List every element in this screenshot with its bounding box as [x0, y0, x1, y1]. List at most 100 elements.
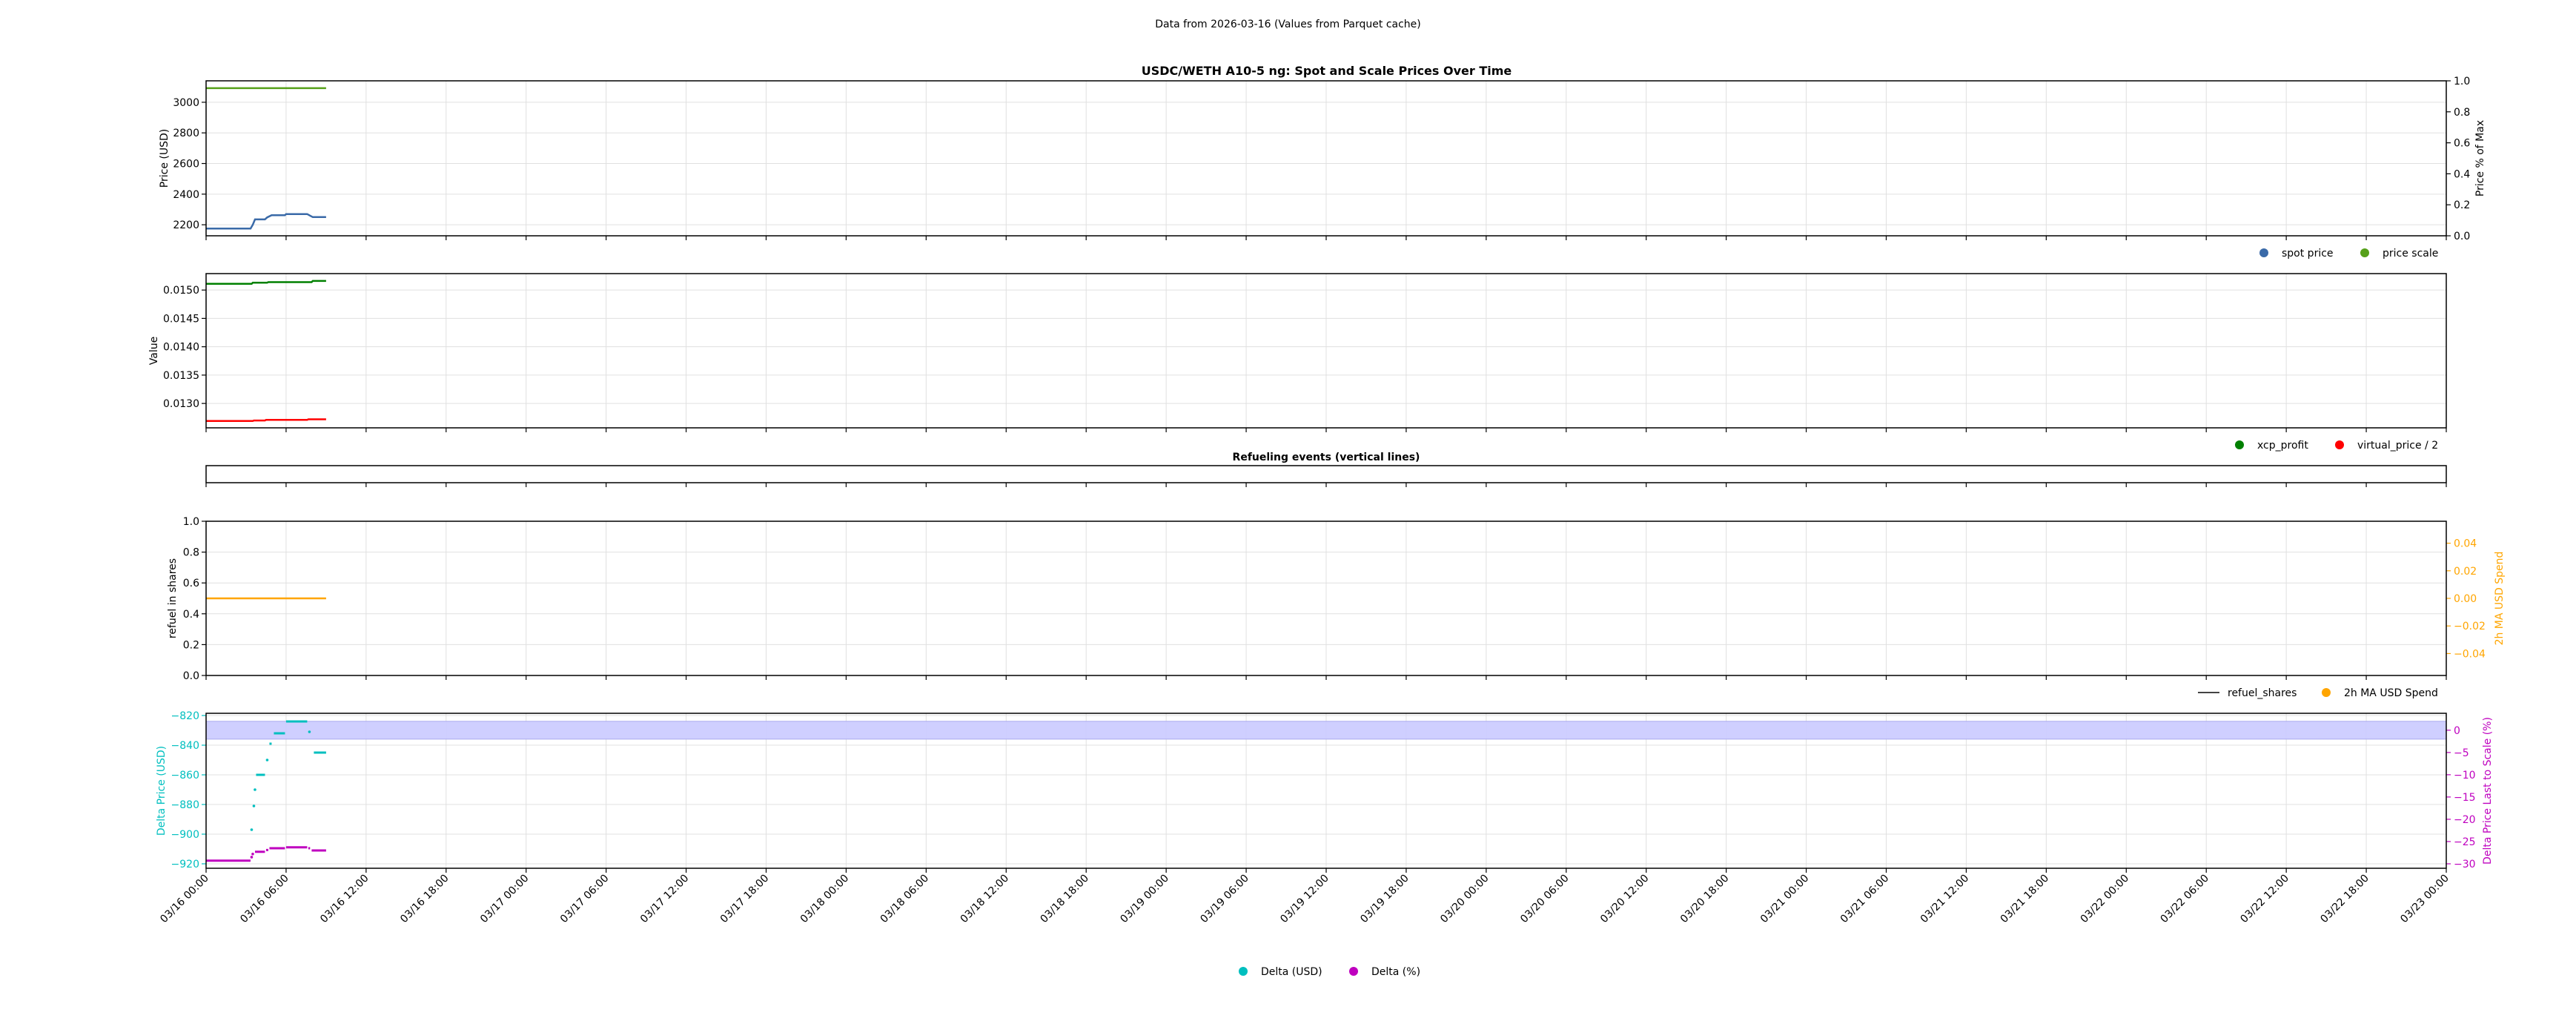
- panel-5: [202, 713, 2451, 873]
- y-tick-label: 2800: [173, 128, 199, 139]
- x-tick-label: 03/18 06:00: [878, 873, 932, 926]
- legend-label: xcp_profit: [2257, 440, 2308, 452]
- y-tick-label: 0.6: [183, 578, 199, 589]
- y-tick-label: −880: [171, 799, 199, 811]
- x-tick-label: 03/18 12:00: [958, 873, 1012, 926]
- legend-virtual-price: virtual_price / 2: [2335, 440, 2438, 452]
- axes-frame: [205, 273, 2447, 429]
- y-right-tick-label: −5: [2454, 747, 2469, 759]
- legend-price-scale: price scale: [2360, 248, 2438, 260]
- series-delta-usd--point: [254, 788, 256, 791]
- legend-refuel-shares: refuel_shares: [2198, 687, 2297, 699]
- y-axis-label: Delta Price (USD): [156, 746, 168, 836]
- series-delta-usd--point: [250, 828, 254, 831]
- y-right-tick-label: −25: [2454, 836, 2476, 848]
- y-tick-label: 0.0130: [163, 398, 199, 410]
- series-delta-usd--point: [252, 804, 256, 807]
- y-tick-label: 2400: [173, 189, 199, 201]
- y-right-tick-label: 0.4: [2454, 168, 2470, 180]
- series-delta-usd--point: [265, 759, 269, 761]
- x-tick-label: 03/19 12:00: [1278, 873, 1331, 926]
- y-tick-label: 0.2: [183, 639, 199, 651]
- y-right-tick-label: 0.04: [2454, 538, 2477, 550]
- x-tick-label: 03/16 06:00: [238, 873, 291, 926]
- x-tick-label: 03/18 18:00: [1039, 873, 1092, 926]
- x-tick-label: 03/17 06:00: [558, 873, 612, 926]
- y-right-axis-label: Price % of Max: [2474, 120, 2486, 196]
- legend-label: 2h MA USD Spend: [2344, 687, 2438, 699]
- legend-marker-icon: [2235, 440, 2244, 449]
- legend-label: spot price: [2282, 248, 2334, 260]
- x-tick-label: 03/23 00:00: [2398, 873, 2451, 926]
- x-tick-label: 03/20 06:00: [1518, 873, 1572, 926]
- x-tick-label: 03/19 06:00: [1198, 873, 1251, 926]
- legend-label: virtual_price / 2: [2357, 440, 2438, 452]
- series-spot-price-line: [206, 213, 326, 230]
- axes-frame: [205, 465, 2447, 483]
- y-right-tick-label: 0.6: [2454, 138, 2470, 150]
- legend-delta-pct: Delta (%): [1349, 966, 1420, 978]
- x-tick-label: 03/17 18:00: [718, 873, 772, 926]
- panel-1: [202, 80, 2451, 240]
- y-tick-label: 2600: [173, 159, 199, 171]
- x-tick-label: 03/17 00:00: [478, 873, 532, 926]
- y-right-tick-label: −10: [2454, 770, 2476, 782]
- legend-marker-icon: [1349, 967, 1358, 976]
- y-tick-label: 0.8: [183, 547, 199, 559]
- y-tick-label: −920: [171, 859, 199, 870]
- y-right-tick-label: 0.8: [2454, 107, 2470, 119]
- x-tick-label: 03/16 12:00: [318, 873, 371, 926]
- x-tick-label: 03/22 12:00: [2238, 873, 2291, 926]
- y-tick-label: 0.0140: [163, 342, 199, 354]
- x-tick-label: 03/16 18:00: [398, 873, 451, 926]
- legend-marker-icon: [2322, 688, 2331, 697]
- x-tick-label: 03/22 00:00: [2079, 873, 2132, 926]
- y-tick-label: 0.0135: [163, 370, 199, 382]
- y-right-tick-label: −20: [2454, 814, 2476, 826]
- x-tick-label: 03/21 00:00: [1758, 873, 1812, 926]
- x-tick-label: 03/21 18:00: [1999, 873, 2052, 926]
- x-tick-label: 03/22 18:00: [2318, 873, 2371, 926]
- x-tick-label: 03/19 18:00: [1358, 873, 1411, 926]
- series-delta--point: [250, 856, 254, 859]
- legend-2h-ma-usd-spend: 2h MA USD Spend: [2322, 687, 2438, 699]
- legend-label: refuel_shares: [2228, 687, 2297, 699]
- series-delta--point: [251, 852, 254, 856]
- x-tick-label: 03/16 00:00: [158, 873, 211, 926]
- y-tick-label: −900: [171, 829, 199, 841]
- y-right-tick-label: 0.02: [2454, 566, 2477, 578]
- y-right-axis-label: Delta Price Last to Scale (%): [2482, 717, 2494, 865]
- x-tick-label: 03/18 00:00: [798, 873, 852, 926]
- x-tick-label: 03/21 12:00: [1918, 873, 1972, 926]
- legend-marker-icon: [1239, 967, 1248, 976]
- x-tick-label: 03/22 06:00: [2159, 873, 2212, 926]
- axes-frame: [205, 713, 2447, 869]
- x-tick-label: 03/20 12:00: [1598, 873, 1652, 926]
- y-tick-label: 0.4: [183, 609, 199, 621]
- axes-frame: [205, 521, 2447, 676]
- y-right-tick-label: 0: [2454, 725, 2460, 737]
- y-axis-label: refuel in shares: [167, 558, 179, 638]
- legend-marker-icon: [2360, 248, 2369, 257]
- legend-marker-icon: [2335, 440, 2344, 449]
- legend-delta-usd: Delta (USD): [1239, 966, 1322, 978]
- x-tick-label: 03/20 18:00: [1678, 873, 1732, 926]
- y-tick-label: 2200: [173, 219, 199, 231]
- tolerance-band: [205, 721, 2447, 740]
- panel-title: Refueling events (vertical lines): [1233, 452, 1420, 463]
- y-tick-label: 1.0: [183, 516, 199, 528]
- x-tick-label: 03/21 06:00: [1838, 873, 1892, 926]
- y-tick-label: −860: [171, 770, 199, 782]
- y-axis-label: Value: [148, 337, 160, 365]
- y-tick-label: −820: [171, 710, 199, 722]
- series-virtual-price-2-line: [206, 418, 326, 423]
- y-right-tick-label: 0.2: [2454, 199, 2470, 211]
- panel-4: [202, 521, 2451, 680]
- chart-title: USDC/WETH A10-5 ng: Spot and Scale Price…: [1141, 64, 1512, 78]
- y-tick-label: −840: [171, 740, 199, 752]
- y-axis-label: Price (USD): [159, 129, 170, 188]
- legend-xcp-profit: xcp_profit: [2235, 440, 2308, 452]
- series-xcp-profit-line: [206, 280, 326, 285]
- legend-marker-icon: [2259, 248, 2268, 257]
